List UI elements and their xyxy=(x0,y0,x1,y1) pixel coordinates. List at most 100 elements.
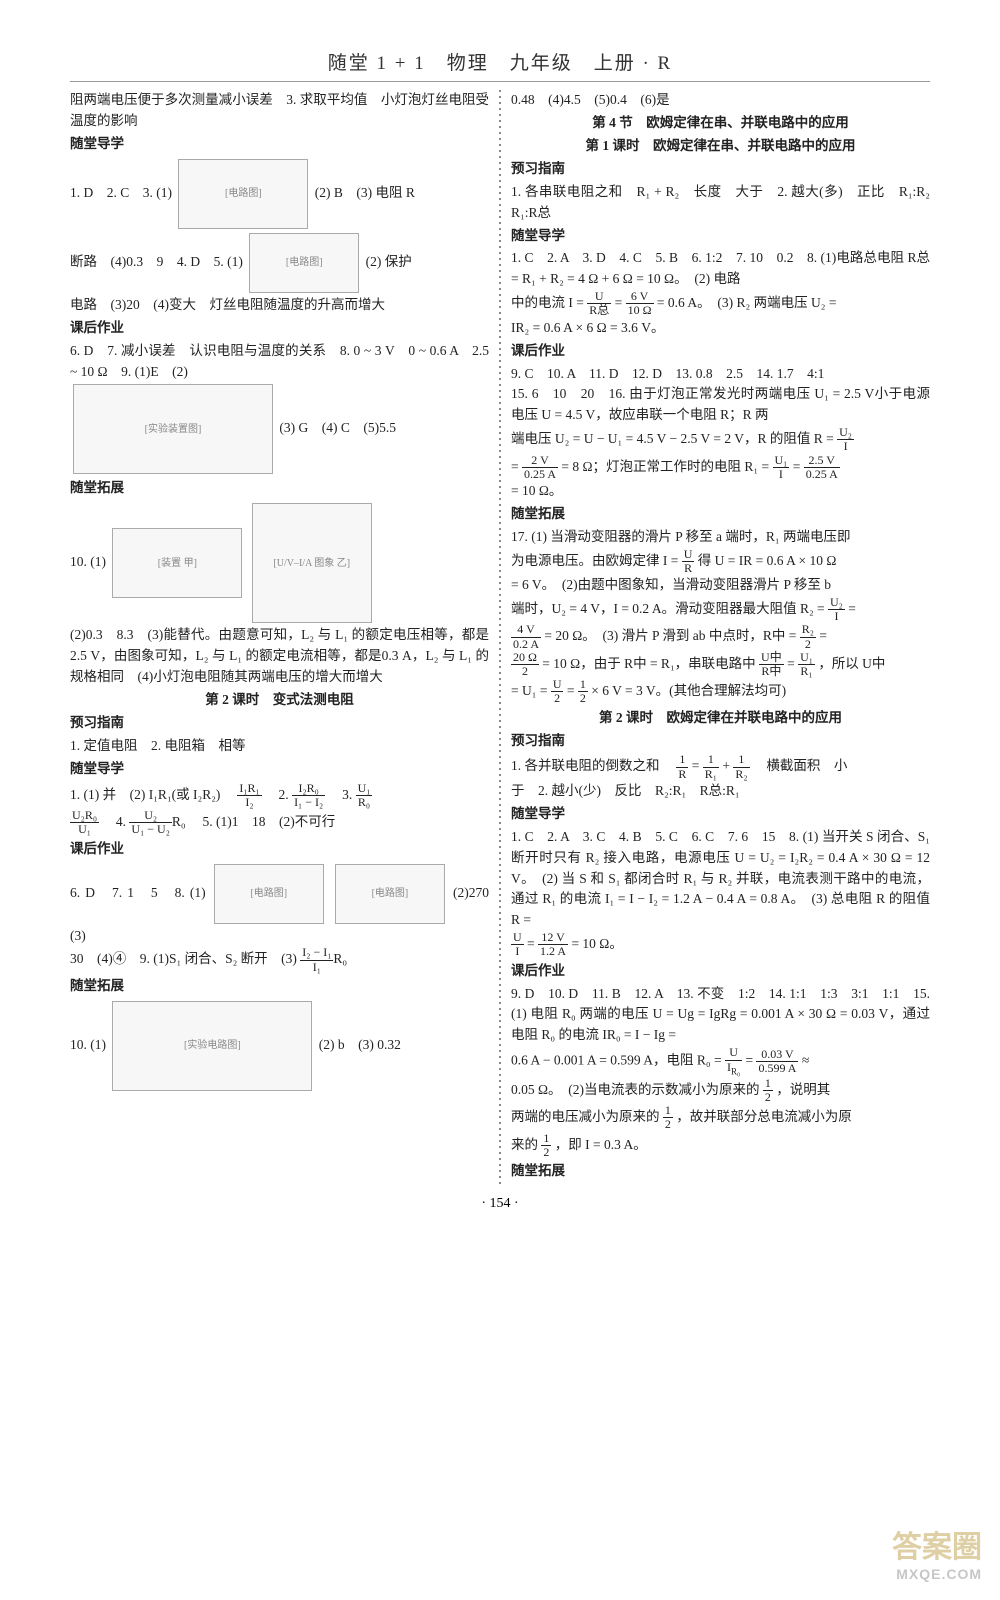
answer-text: 9. D 10. D 11. B 12. A 13. 不变 1:2 14. 1:… xyxy=(511,984,930,1047)
answer-text: 0.05 Ω。 (2)当电流表的示数减小为原来的 12 ，说明其 xyxy=(511,1077,930,1104)
section-title: 课后作业 xyxy=(511,961,930,982)
answer-text: 于 2. 越小(少) 反比 R₂:R₁ R总:R₁ xyxy=(511,781,930,802)
answer-text: 1. 各串联电阻之和 R₁ + R₂ 长度 大于 2. 越大(多) 正比 R₁:… xyxy=(511,182,930,224)
answer-text: 为电源电压。由欧姆定律 I = UR 得 U = IR = 0.6 A × 10… xyxy=(511,548,930,575)
fraction: 12 xyxy=(763,1077,773,1104)
lesson-title: 第 1 课时 欧姆定律在串、并联电路中的应用 xyxy=(511,136,930,157)
answer-fragment: ≈ xyxy=(802,1053,809,1068)
answer-text: UI = 12 V1.2 A = 10 Ω。 xyxy=(511,931,930,958)
answer-text: 1. C 2. A 3. C 4. B 5. C 6. C 7. 6 15 8.… xyxy=(511,827,930,932)
section-title: 随堂拓展 xyxy=(511,504,930,525)
answer-fragment: 端电压 U₂ = U − U₁ = 4.5 V − 2.5 V = 2 V，R … xyxy=(511,431,834,446)
answer-text: 4 V0.2 A = 20 Ω。 (3) 滑片 P 滑到 ab 中点时，R中 =… xyxy=(511,623,930,650)
answer-text: 1. C 2. A 3. D 4. C 5. B 6. 1:2 7. 10 0.… xyxy=(511,248,930,290)
fraction: 0.03 V0.599 A xyxy=(756,1048,798,1075)
answer-text: (2)0.3 8.3 (3)能替代。由题意可知，L₂ 与 L₁ 的额定电压相等，… xyxy=(70,625,489,688)
text-row: 断路 (4)0.3 9 4. D 5. (1) [电路图] (2) 保护 xyxy=(70,231,489,295)
section-title: 随堂拓展 xyxy=(70,976,489,997)
answer-text: 0.6 A − 0.001 A = 0.599 A，电阻 R₀ = UIR₀ =… xyxy=(511,1046,930,1076)
answer-text: = 10 Ω。 xyxy=(511,481,930,502)
answer-text: 端时，U₂ = 4 V，I = 0.2 A。滑动变阻器最大阻值 R₂ = U₂I… xyxy=(511,596,930,623)
watermark-main: 答案圈 xyxy=(892,1522,982,1566)
answer-text: (2) b (3) 0.32 xyxy=(319,1037,401,1052)
answer-text: (2) B (3) 电阻 R xyxy=(315,185,415,200)
fraction: U₁I xyxy=(773,454,790,481)
answer-fragment: 5. (1)1 18 (2)不可行 xyxy=(189,814,335,829)
fraction: UIR₀ xyxy=(725,1046,742,1076)
fraction: UI xyxy=(511,931,524,958)
section-title: 随堂拓展 xyxy=(511,1161,930,1182)
answer-fragment: ，说明其 xyxy=(776,1082,830,1097)
section-title: 随堂导学 xyxy=(511,226,930,247)
chapter-title: 第 4 节 欧姆定律在串、并联电路中的应用 xyxy=(511,113,930,134)
answer-fragment: 来的 xyxy=(511,1136,538,1151)
fraction: U₂I xyxy=(837,426,854,453)
fraction: 1R xyxy=(676,753,688,780)
watermark-sub: MXQE.COM xyxy=(892,1566,982,1582)
fraction: U中R中 xyxy=(759,651,784,678)
fraction: R₂2 xyxy=(800,623,816,650)
fraction: 12 xyxy=(578,678,588,705)
fraction: 2 V0.25 A xyxy=(522,454,558,481)
answer-text: (3) G (4) C (5)5.5 xyxy=(279,421,396,436)
fraction: U₂I xyxy=(828,596,845,623)
answer-fragment: 中的电流 I = xyxy=(511,295,584,310)
circuit-diagram-icon: [电路图] xyxy=(178,159,308,229)
answer-text: 电路 (3)20 (4)变大 灯丝电阻随温度的升高而增大 xyxy=(70,295,489,316)
answer-text: 来的 12 ，即 I = 0.3 A。 xyxy=(511,1132,930,1159)
answer-text: 端电压 U₂ = U − U₁ = 4.5 V − 2.5 V = 2 V，R … xyxy=(511,426,930,453)
text-line: 阻两端电压便于多次测量减小误差 3. 求取平均值 小灯泡灯丝电阻受温度的影响 xyxy=(70,90,489,132)
answer-text: = 2 V0.25 A = 8 Ω；灯泡正常工作时的电阻 R₁ = U₁I = … xyxy=(511,454,930,481)
left-column: 阻两端电压便于多次测量减小误差 3. 求取平均值 小灯泡灯丝电阻受温度的影响 随… xyxy=(70,90,499,1184)
fraction: I₂ − I₁I₁ xyxy=(300,946,333,973)
answer-text: 20 Ω2 = 10 Ω，由于 R中 = R₁，串联电路中 U中R中 = U₁R… xyxy=(511,651,930,678)
answer-fragment: 1. 各并联电阻的倒数之和 xyxy=(511,758,673,773)
answer-text: 9. C 10. A 11. D 12. D 13. 0.8 2.5 14. 1… xyxy=(511,364,930,385)
right-column: 0.48 (4)4.5 (5)0.4 (6)是 第 4 节 欧姆定律在串、并联电… xyxy=(501,90,930,1184)
section-title: 课后作业 xyxy=(511,341,930,362)
answer-text: 6. D 7. 1 5 8. (1) xyxy=(70,885,206,900)
answer-fragment: 30 (4)④ 9. (1)S₁ 闭合、S₂ 断开 (3) xyxy=(70,951,297,966)
answer-text: 1. 各并联电阻的倒数之和 1R = 1R₁ + 1R₂ 横截面积 小 xyxy=(511,753,930,780)
section-title: 预习指南 xyxy=(511,731,930,752)
fraction: UR xyxy=(682,548,695,575)
answer-fragment: = 20 Ω。 (3) 滑片 P 滑到 ab 中点时，R中 = xyxy=(544,628,796,643)
answer-fragment: 0.05 Ω。 (2)当电流表的示数减小为原来的 xyxy=(511,1082,760,1097)
fraction: 4 V0.2 A xyxy=(511,623,541,650)
answer-text: 30 (4)④ 9. (1)S₁ 闭合、S₂ 断开 (3) I₂ − I₁I₁R… xyxy=(70,946,489,973)
answer-text: 17. (1) 当滑动变阻器的滑片 P 移至 a 端时，R₁ 两端电压即 xyxy=(511,527,930,548)
answer-text: IR₂ = 0.6 A × 6 Ω = 3.6 V。 xyxy=(511,318,930,339)
circuit-diagram-icon: [电路图] xyxy=(214,864,324,924)
fraction: 2.5 V0.25 A xyxy=(804,454,840,481)
answer-text: = 6 V。 (2)由题中图象知，当滑动变阻器滑片 P 移至 b xyxy=(511,575,930,596)
page-number: · 154 · xyxy=(70,1196,930,1212)
fraction: 20 Ω2 xyxy=(511,651,539,678)
answer-text: 1. 定值电阻 2. 电阻箱 相等 xyxy=(70,736,489,757)
answer-fragment: 0.6 A − 0.001 A = 0.599 A，电阻 R₀ = xyxy=(511,1053,725,1068)
answer-fragment: 得 U = IR = 0.6 A × 10 Ω xyxy=(698,553,837,568)
fraction: I₂R₀I₁ − I₂ xyxy=(292,782,325,809)
fraction: I₁R₁I₂ xyxy=(237,782,261,809)
uv-ia-chart-icon: [U/V–I/A 图象 乙] xyxy=(252,503,372,623)
section-title: 随堂导学 xyxy=(70,134,489,155)
circuit-diagram-icon: [电路图] xyxy=(335,864,445,924)
fraction: U₁R₁ xyxy=(798,651,815,678)
answer-fragment: ，故并联部分总电流减小为原 xyxy=(676,1109,852,1124)
fraction: 6 V10 Ω xyxy=(626,290,654,317)
answer-text: 两端的电压减小为原来的 12 ，故并联部分总电流减小为原 xyxy=(511,1104,930,1131)
answer-fragment: 横截面积 小 xyxy=(753,758,848,773)
fraction: 1R₂ xyxy=(733,753,749,780)
text-row: 10. (1) [实验电路图] (2) b (3) 0.32 xyxy=(70,999,489,1093)
answer-fragment: 两端的电压减小为原来的 xyxy=(511,1109,660,1124)
answer-fragment: 1. (1) 并 (2) I₁R₁(或 I₂R₂) xyxy=(70,787,234,802)
answer-text: 中的电流 I = UR总 = 6 V10 Ω = 0.6 A。 (3) R₂ 两… xyxy=(511,290,930,317)
two-column-layout: 阻两端电压便于多次测量减小误差 3. 求取平均值 小灯泡灯丝电阻受温度的影响 随… xyxy=(70,90,930,1184)
fraction: U₂R₀U₁ xyxy=(70,809,99,836)
answer-text: 断路 (4)0.3 9 4. D 5. (1) xyxy=(70,254,243,269)
section-title: 随堂导学 xyxy=(70,759,489,780)
answer-fragment: = 0.6 A。 (3) R₂ 两端电压 U₂ = xyxy=(657,295,837,310)
fraction: U2 xyxy=(551,678,564,705)
text-row: 1. D 2. C 3. (1) [电路图] (2) B (3) 电阻 R xyxy=(70,157,489,231)
fraction: U₁R₀ xyxy=(356,782,373,809)
apparatus-diagram-icon: [实验电路图] xyxy=(112,1001,312,1091)
